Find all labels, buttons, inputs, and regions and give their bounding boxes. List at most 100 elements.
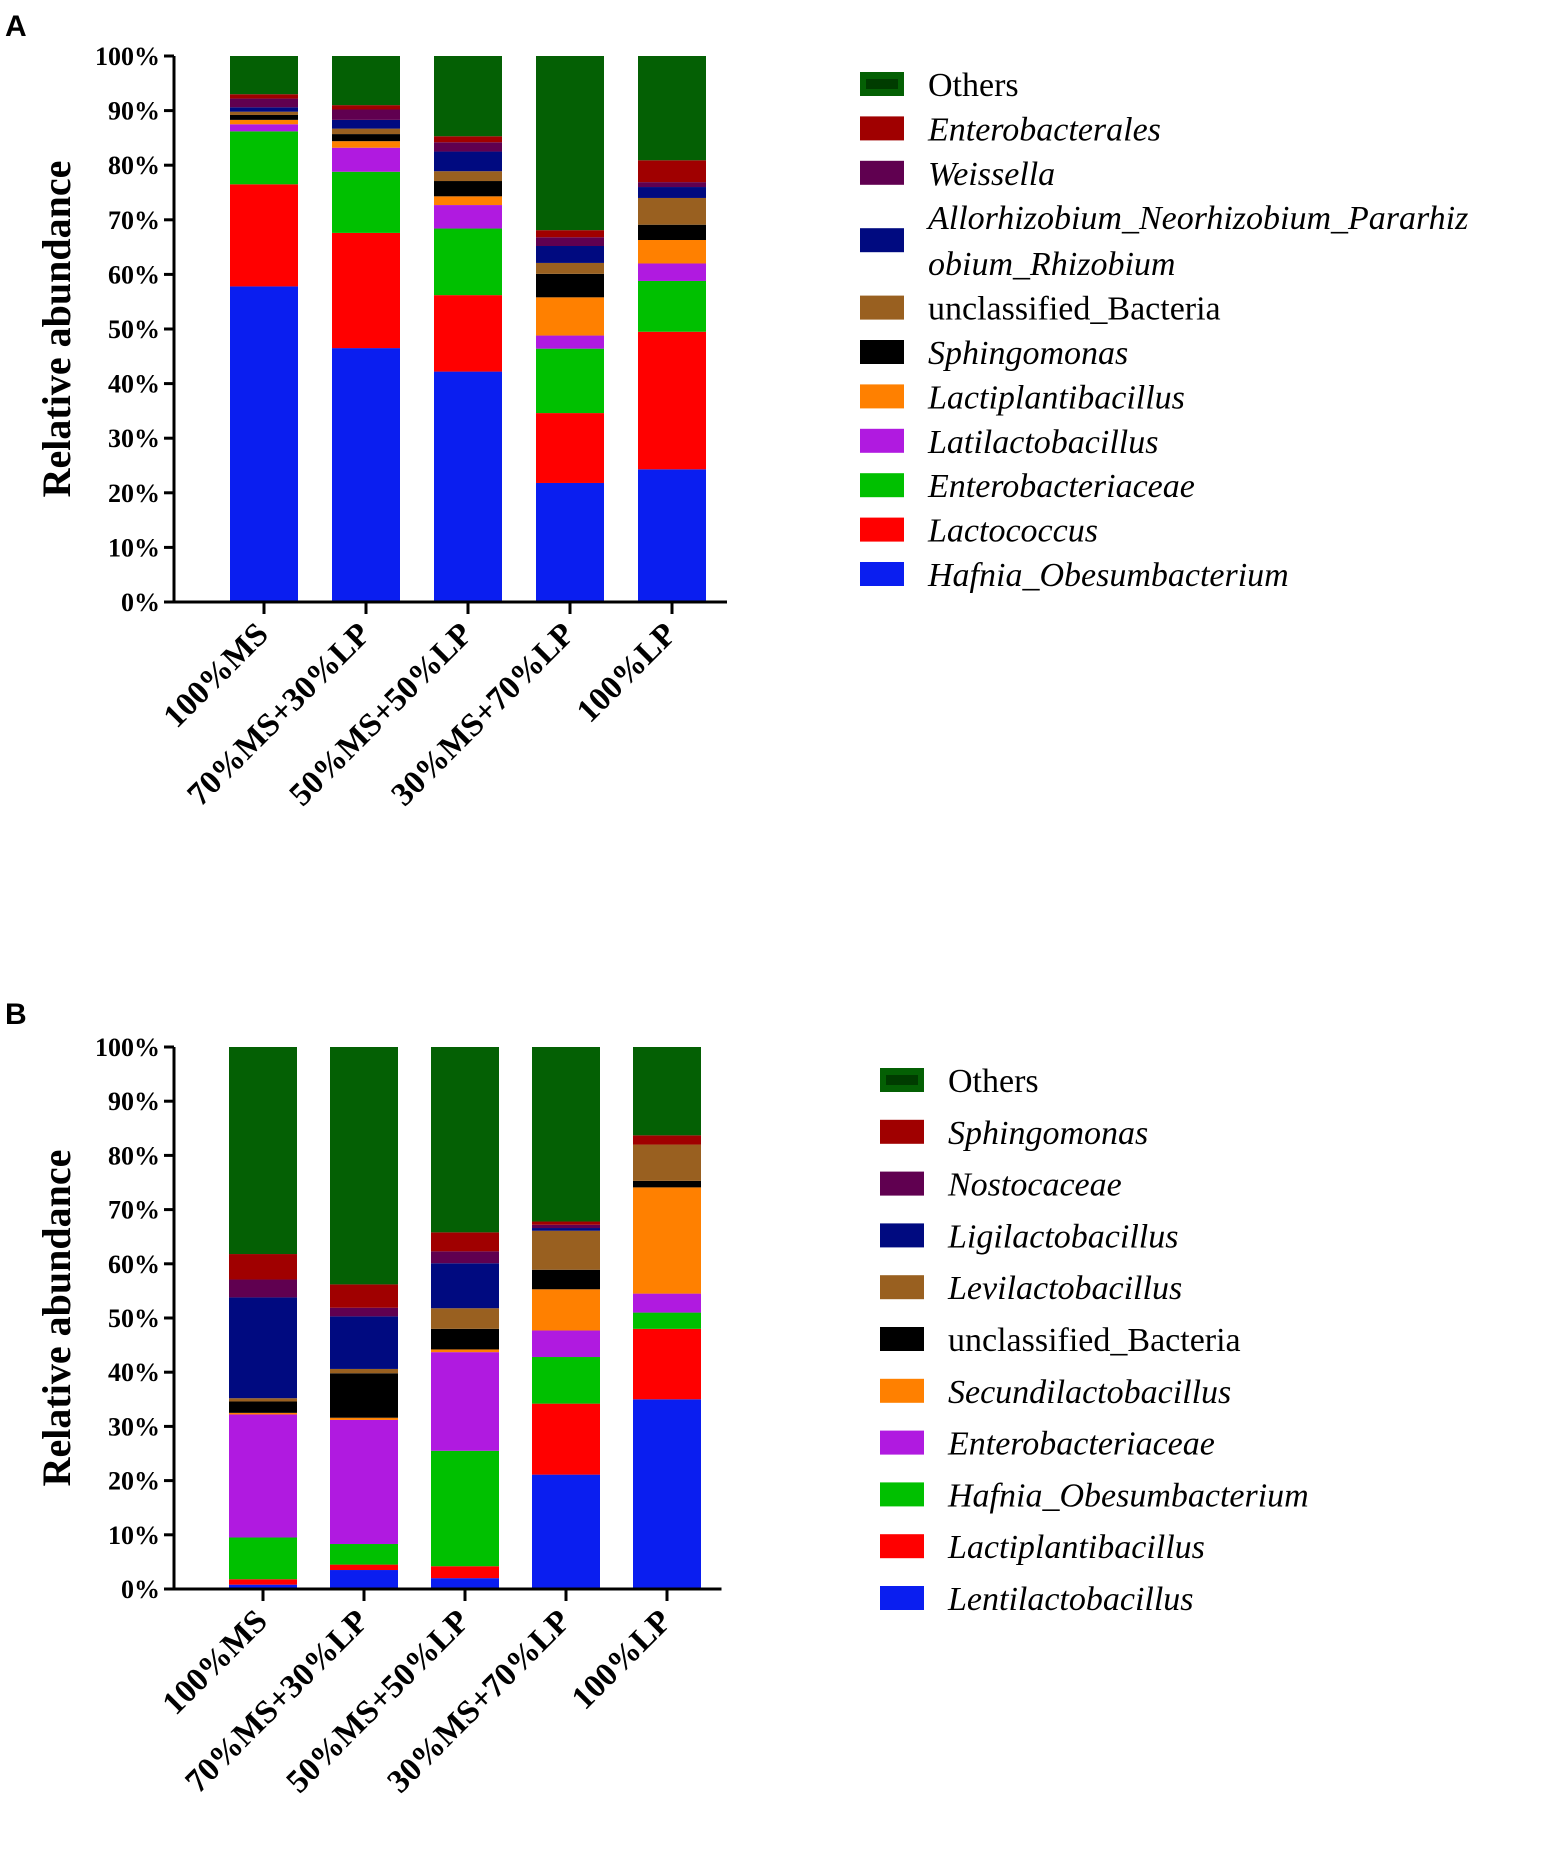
- bar-segment-unclassified-bacteria-100-ms: [229, 1401, 297, 1413]
- y-tick-label: 80%: [108, 1141, 160, 1170]
- bar-segment-enterobacteriaceae-70-ms-30-lp: [332, 171, 400, 233]
- legend-swatch-levilactobacillus: [880, 1275, 924, 1300]
- bar-segment-allorhizobium-neorhizobium-pararhizobium-rhizobium-30-ms-70-lp: [536, 246, 604, 263]
- bar-segment-secundilactobacillus-70-ms-30-lp: [330, 1417, 398, 1420]
- panel-letter-b: B: [5, 998, 27, 1031]
- bar-segment-ligilactobacillus-100-ms: [229, 1297, 297, 1399]
- y-tick-label: 100%: [95, 42, 160, 71]
- y-tick-label: 90%: [108, 97, 160, 126]
- bar-segment-unclassified-bacteria-100-ms: [230, 111, 298, 115]
- bar-segment-unclassified-bacteria-70-ms-30-lp: [330, 1373, 398, 1418]
- bar-segment-sphingomonas-100-lp: [633, 1135, 701, 1145]
- bar-segment-others-70-ms-30-lp: [330, 1047, 398, 1285]
- bar-segment-hafnia-obesumbacterium-70-ms-30-lp: [330, 1544, 398, 1565]
- bar-segment-lactiplantibacillus-50-ms-50-lp: [434, 196, 502, 206]
- legend-label-others: Others: [928, 67, 1019, 104]
- bar-segment-ligilactobacillus-30-ms-70-lp: [532, 1228, 600, 1231]
- bar-segment-allorhizobium-neorhizobium-pararhizobium-rhizobium-70-ms-30-lp: [332, 119, 400, 129]
- bar-segment-unclassified-bacteria-30-ms-70-lp: [532, 1269, 600, 1290]
- y-tick-label: 40%: [108, 1358, 160, 1387]
- bar-segment-weissella-70-ms-30-lp: [332, 109, 400, 120]
- bar-segment-secundilactobacillus-100-lp: [633, 1187, 701, 1294]
- bar-segment-enterobacteriaceae-100-ms: [229, 1414, 297, 1538]
- y-tick-label: 60%: [108, 260, 160, 289]
- bar-segment-lactiplantibacillus-100-ms: [229, 1579, 297, 1585]
- bar-segment-lactiplantibacillus-30-ms-70-lp: [536, 297, 604, 336]
- bar-segment-latilactobacillus-70-ms-30-lp: [332, 147, 400, 172]
- bar-segment-hafnia-obesumbacterium-100-lp: [638, 469, 706, 602]
- y-tick-label: 10%: [108, 533, 160, 562]
- x-category-label-50-ms-50-lp: 50%MS+50%LP: [283, 616, 480, 813]
- bar-segment-unclassified-bacteria-100-lp: [638, 197, 706, 225]
- y-tick-label: 40%: [108, 370, 160, 399]
- bar-segment-allorhizobium-neorhizobium-pararhizobium-rhizobium-50-ms-50-lp: [434, 151, 502, 172]
- bar-segment-lactococcus-30-ms-70-lp: [536, 413, 604, 483]
- legend-label-sphingomonas: Sphingomonas: [948, 1115, 1148, 1152]
- y-tick-label: 90%: [108, 1087, 160, 1116]
- bar-segment-hafnia-obesumbacterium-100-ms: [229, 1537, 297, 1580]
- x-category-label-30-ms-70-lp: 30%MS+70%LP: [385, 616, 582, 813]
- legend-swatch-hafnia-obesumbacterium: [880, 1482, 924, 1507]
- legend-label-hafnia-obesumbacterium: Hafnia_Obesumbacterium: [927, 557, 1289, 594]
- bar-segment-enterobacteriaceae-70-ms-30-lp: [330, 1419, 398, 1545]
- legend-label-unclassified-bacteria: unclassified_Bacteria: [948, 1322, 1241, 1359]
- legend-label-allorhizobium-neorhizobium-pararhizobium-rhizobium: obium_Rhizobium: [928, 246, 1175, 283]
- bar-segment-secundilactobacillus-50-ms-50-lp: [431, 1349, 499, 1353]
- y-tick-label: 10%: [108, 1521, 160, 1550]
- bar-segment-others-70-ms-30-lp: [332, 56, 400, 106]
- y-axis-title: Relative abundance: [34, 161, 79, 498]
- bar-segment-hafnia-obesumbacterium-30-ms-70-lp: [532, 1357, 600, 1404]
- legend-label-enterobacteriaceae: Enterobacteriaceae: [927, 468, 1195, 505]
- bar-segment-ligilactobacillus-50-ms-50-lp: [431, 1263, 499, 1309]
- bar-segment-sphingomonas-30-ms-70-lp: [532, 1221, 600, 1225]
- panel-b-chart: 0%10%20%30%40%50%60%70%80%90%100%100%MS7…: [34, 1033, 1309, 1800]
- bar-segment-lactococcus-100-ms: [230, 184, 298, 287]
- bar-segment-levilactobacillus-50-ms-50-lp: [431, 1308, 499, 1329]
- bar-segment-allorhizobium-neorhizobium-pararhizobium-rhizobium-100-lp: [638, 187, 706, 198]
- bar-segment-sphingomonas-70-ms-30-lp: [330, 1284, 398, 1308]
- y-tick-label: 30%: [108, 424, 160, 453]
- y-tick-label: 0%: [121, 588, 160, 617]
- bar-segment-sphingomonas-30-ms-70-lp: [536, 273, 604, 298]
- bar-segment-unclassified-bacteria-30-ms-70-lp: [536, 262, 604, 274]
- bar-segment-latilactobacillus-30-ms-70-lp: [536, 335, 604, 349]
- legend-swatch-enterobacteriaceae: [860, 473, 904, 498]
- legend-swatch-inner: [866, 79, 898, 89]
- bar-segment-enterobacterales-70-ms-30-lp: [332, 105, 400, 110]
- legend-label-lactococcus: Lactococcus: [927, 513, 1098, 550]
- bar-segment-secundilactobacillus-30-ms-70-lp: [532, 1289, 600, 1331]
- bar-segment-lactiplantibacillus-100-lp: [633, 1328, 701, 1400]
- bar-segment-lactiplantibacillus-70-ms-30-lp: [330, 1564, 398, 1571]
- bar-segment-enterobacterales-30-ms-70-lp: [536, 230, 604, 238]
- bar-segment-enterobacterales-50-ms-50-lp: [434, 136, 502, 143]
- bar-segment-others-100-ms: [230, 56, 298, 95]
- bar-segment-hafnia-obesumbacterium-70-ms-30-lp: [332, 348, 400, 602]
- bar-segment-others-100-lp: [633, 1047, 701, 1136]
- bar-segment-lentilactobacillus-30-ms-70-lp: [532, 1474, 600, 1589]
- bar-segment-lentilactobacillus-70-ms-30-lp: [330, 1570, 398, 1589]
- y-tick-label: 0%: [121, 1575, 160, 1604]
- y-tick-label: 60%: [108, 1250, 160, 1279]
- legend-label-enterobacterales: Enterobacterales: [927, 111, 1161, 148]
- legend-label-others: Others: [948, 1063, 1039, 1100]
- bar-segment-hafnia-obesumbacterium-50-ms-50-lp: [431, 1450, 499, 1567]
- y-tick-label: 50%: [108, 1304, 160, 1333]
- legend-swatch-sphingomonas: [880, 1119, 924, 1144]
- bar-segment-enterobacteriaceae-30-ms-70-lp: [536, 348, 604, 414]
- legend-label-lactiplantibacillus: Lactiplantibacillus: [927, 379, 1185, 416]
- y-tick-label: 30%: [108, 1412, 160, 1441]
- legend-swatch-lactococcus: [860, 517, 904, 542]
- bar-segment-enterobacteriaceae-30-ms-70-lp: [532, 1330, 600, 1358]
- legend-swatch-lactiplantibacillus: [880, 1534, 924, 1559]
- legend-label-latilactobacillus: Latilactobacillus: [927, 424, 1158, 461]
- bar-segment-weissella-100-ms: [230, 98, 298, 108]
- x-category-label-70-ms-30-lp: 70%MS+30%LP: [181, 616, 378, 813]
- y-tick-label: 20%: [108, 479, 160, 508]
- bar-segment-sphingomonas-100-lp: [638, 224, 706, 241]
- y-tick-label: 20%: [108, 1467, 160, 1496]
- bar-segment-lactiplantibacillus-50-ms-50-lp: [431, 1566, 499, 1579]
- y-tick-label: 100%: [95, 1033, 160, 1062]
- bar-segment-sphingomonas-100-ms: [230, 114, 298, 120]
- bar-segment-sphingomonas-70-ms-30-lp: [332, 134, 400, 142]
